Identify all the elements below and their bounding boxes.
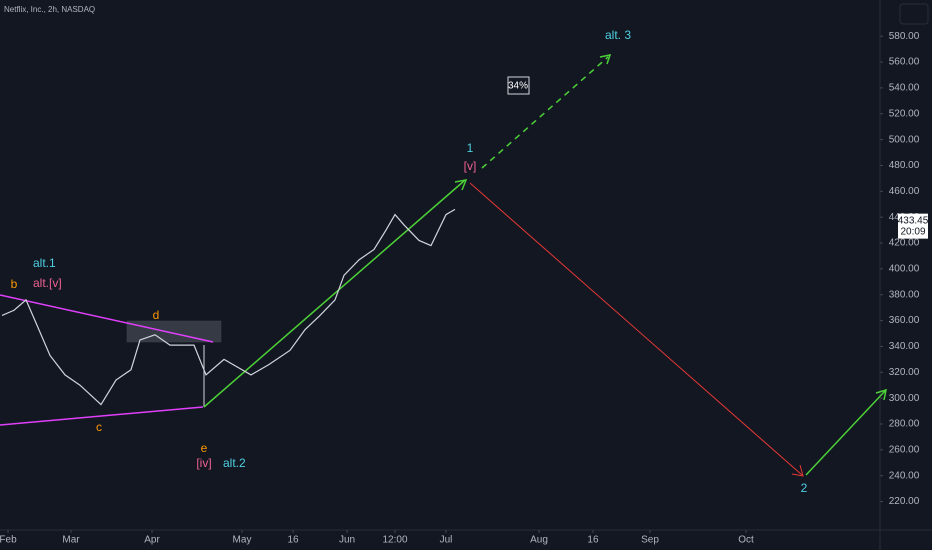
- wave-label: alt.1: [33, 256, 56, 270]
- y-tick-label: 220.00: [889, 496, 920, 507]
- percent-box: [507, 76, 530, 95]
- x-tick-label: Oct: [738, 535, 754, 546]
- wave-label: b: [11, 277, 18, 291]
- y-tick-label: 320.00: [889, 367, 920, 378]
- x-tick-label: Sep: [641, 535, 659, 546]
- x-tick-label: Jun: [339, 535, 355, 546]
- wave-label: alt.[v]: [33, 276, 62, 290]
- symbol-header: Netflix, Inc., 2h, NASDAQ: [4, 5, 95, 14]
- x-tick-label: Mar: [62, 535, 80, 546]
- wave-3-arrow: [805, 390, 886, 476]
- x-tick-label: 12:00: [382, 535, 407, 546]
- y-tick-label: 420.00: [889, 238, 920, 249]
- countdown-label: 20:09: [900, 226, 925, 237]
- zone-box: [126, 320, 222, 343]
- x-tick-label: Feb: [0, 535, 17, 546]
- y-tick-label: 380.00: [889, 289, 920, 300]
- last-price-box: [898, 213, 928, 239]
- wave-up-arrow: [203, 180, 465, 408]
- wave-label: alt.2: [223, 456, 246, 470]
- y-tick-label: 560.00: [889, 57, 920, 68]
- arrow-head: [791, 464, 804, 477]
- y-tick-label: 360.00: [889, 315, 920, 326]
- wave-label: 2: [801, 481, 808, 495]
- wave-label: [v]: [464, 159, 477, 173]
- last-price-label: 433.45: [898, 215, 929, 226]
- y-tick-label: 520.00: [889, 108, 920, 119]
- y-tick-label: 400.00: [889, 264, 920, 275]
- y-tick-label: 500.00: [889, 134, 920, 145]
- x-tick-label: Apr: [144, 535, 160, 546]
- y-tick-label: 460.00: [889, 186, 920, 197]
- wave-label: 1: [467, 141, 474, 155]
- wave-down-arrow: [469, 182, 803, 476]
- y-tick-label: 260.00: [889, 444, 920, 455]
- menu-button[interactable]: [899, 3, 929, 25]
- price-line: [1, 208, 456, 406]
- percent-label: 34%: [508, 81, 528, 92]
- arrow-head: [599, 54, 612, 65]
- wave-label: e: [201, 441, 208, 455]
- alt-dashed-arrow: [481, 56, 609, 169]
- y-tick-label: 280.00: [889, 419, 920, 430]
- x-tick-label: May: [233, 535, 252, 546]
- y-tick-label: 480.00: [889, 160, 920, 171]
- y-tick-label: 540.00: [889, 83, 920, 94]
- y-tick-label: 300.00: [889, 393, 920, 404]
- y-tick-label: 580.00: [889, 31, 920, 42]
- x-tick-label: 16: [287, 535, 299, 546]
- y-tick-label: 240.00: [889, 470, 920, 481]
- wave-label: d: [153, 308, 160, 322]
- x-tick-label: 16: [587, 535, 599, 546]
- arrow-head: [454, 179, 468, 191]
- wave-label: [iv]: [196, 456, 211, 470]
- wave-label: alt. 3: [605, 28, 631, 42]
- arrow-head: [875, 388, 887, 401]
- triangle-bottom: [0, 406, 204, 426]
- x-tick-label: Aug: [530, 535, 548, 546]
- triangle-top: [0, 294, 214, 343]
- y-tick-label: 340.00: [889, 341, 920, 352]
- x-tick-label: Jul: [440, 535, 453, 546]
- wave-label: c: [96, 420, 102, 434]
